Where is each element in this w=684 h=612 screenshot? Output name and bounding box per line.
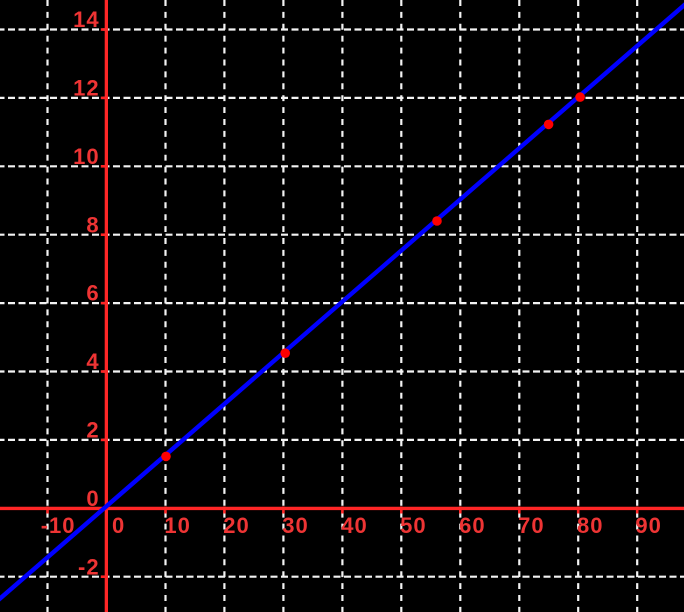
svg-text:0: 0 [86,486,99,511]
svg-text:6: 6 [86,281,99,306]
svg-text:70: 70 [518,513,544,538]
svg-text:20: 20 [223,513,249,538]
svg-text:8: 8 [86,212,99,237]
svg-text:90: 90 [635,513,661,538]
svg-text:60: 60 [459,513,485,538]
svg-text:40: 40 [341,513,367,538]
svg-text:50: 50 [400,513,426,538]
svg-text:12: 12 [73,76,99,101]
svg-text:-2: -2 [78,554,100,579]
svg-text:14: 14 [73,7,99,32]
svg-text:30: 30 [282,513,308,538]
svg-text:2: 2 [86,418,99,443]
svg-text:10: 10 [164,513,190,538]
svg-text:80: 80 [577,513,603,538]
svg-text:-10: -10 [41,513,76,538]
svg-text:0: 0 [112,513,125,538]
svg-text:10: 10 [73,144,99,169]
svg-text:4: 4 [86,349,99,374]
